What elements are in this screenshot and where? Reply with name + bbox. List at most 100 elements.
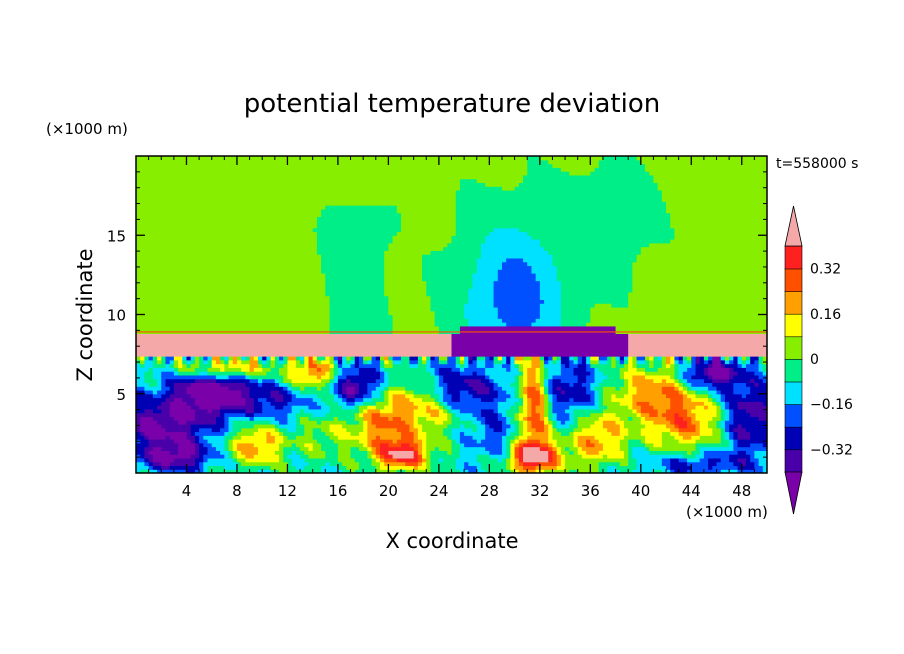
field-cell xyxy=(384,423,389,429)
field-cell xyxy=(413,457,419,463)
field-cell xyxy=(253,371,259,376)
field-cell xyxy=(670,469,676,473)
field-cell xyxy=(472,382,478,387)
field-cell xyxy=(716,431,722,436)
field-cell xyxy=(354,454,360,459)
field-cell xyxy=(544,371,549,376)
field-cell xyxy=(716,435,722,440)
field-cell xyxy=(590,348,596,353)
field-cell xyxy=(300,465,305,470)
field-cell xyxy=(573,420,579,425)
field-cell xyxy=(409,382,415,387)
field-cell xyxy=(152,397,158,402)
field-cell xyxy=(375,386,381,391)
field-cell xyxy=(489,435,495,440)
field-cell xyxy=(165,367,171,372)
field-cell xyxy=(645,386,650,391)
field-cell xyxy=(438,465,444,470)
field-cell xyxy=(666,454,671,459)
field-cell xyxy=(539,389,545,395)
field-cell xyxy=(682,371,688,376)
field-cell xyxy=(316,378,322,384)
field-cell xyxy=(569,374,575,380)
field-cell xyxy=(661,374,667,380)
field-cell xyxy=(295,423,301,429)
field-cell xyxy=(262,367,268,372)
field-cell xyxy=(148,356,154,361)
field-cell xyxy=(417,352,423,357)
field-cell xyxy=(762,356,767,361)
field-cell xyxy=(733,352,739,357)
field-cell xyxy=(577,389,583,395)
field-cell xyxy=(207,344,213,350)
field-cell xyxy=(199,431,204,436)
field-cell xyxy=(337,454,343,459)
field-cell xyxy=(649,348,655,353)
field-cell xyxy=(207,386,213,391)
field-cell xyxy=(161,450,167,455)
field-cell xyxy=(392,442,398,448)
field-cell xyxy=(169,344,175,350)
field-cell xyxy=(211,431,217,436)
field-cell xyxy=(211,344,217,350)
field-cell xyxy=(203,469,209,473)
field-cell xyxy=(518,363,524,368)
field-cell xyxy=(291,374,297,380)
field-cell xyxy=(687,367,692,372)
field-cell xyxy=(695,416,701,421)
field-cell xyxy=(161,469,167,473)
field-cell xyxy=(485,363,490,368)
field-cell xyxy=(548,408,554,414)
field-cell xyxy=(249,427,255,433)
field-cell xyxy=(325,435,331,440)
field-cell xyxy=(207,389,213,395)
field-cell xyxy=(283,457,289,463)
field-cell xyxy=(741,457,747,463)
field-cell xyxy=(409,359,415,365)
field-cell xyxy=(169,457,175,463)
field-cell xyxy=(623,423,629,429)
field-cell xyxy=(682,442,688,448)
field-cell xyxy=(203,439,209,444)
field-cell xyxy=(148,439,154,444)
field-cell xyxy=(451,374,457,380)
field-cell xyxy=(523,352,528,357)
field-cell xyxy=(325,416,331,421)
field-cell xyxy=(207,359,213,365)
field-cell xyxy=(443,359,448,365)
field-cell xyxy=(401,367,406,372)
field-cell xyxy=(640,442,646,448)
field-cell xyxy=(253,420,259,425)
field-cell xyxy=(594,465,600,470)
field-cell xyxy=(619,389,625,395)
field-cell xyxy=(535,352,541,357)
field-cell xyxy=(438,454,444,459)
field-cell xyxy=(161,367,167,372)
field-cell xyxy=(623,465,629,470)
field-cell xyxy=(371,393,377,399)
field-cell xyxy=(148,374,154,380)
field-cell xyxy=(283,420,289,425)
field-cell xyxy=(262,359,268,365)
field-cell xyxy=(270,393,276,399)
field-cell xyxy=(607,435,612,440)
field-cell xyxy=(666,367,671,372)
field-cell xyxy=(480,389,486,395)
field-cell xyxy=(312,450,318,455)
field-cell xyxy=(611,367,617,372)
field-cell xyxy=(430,423,436,429)
field-cell xyxy=(169,469,175,473)
field-cell xyxy=(548,397,554,402)
field-cell xyxy=(510,442,516,448)
field-cell xyxy=(480,408,486,414)
field-cell xyxy=(544,412,549,417)
field-cell xyxy=(552,457,558,463)
field-cell xyxy=(291,363,297,368)
field-cell xyxy=(354,420,360,425)
field-cell xyxy=(346,427,352,433)
field-cell xyxy=(422,416,427,421)
field-cell xyxy=(409,420,415,425)
field-cell xyxy=(556,405,562,410)
field-cell xyxy=(422,389,427,395)
field-cell xyxy=(653,446,659,451)
